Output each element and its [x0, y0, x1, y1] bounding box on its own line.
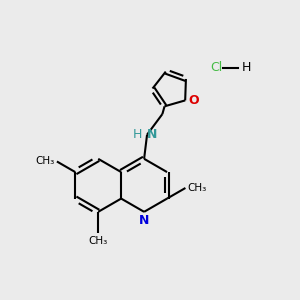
Text: CH₃: CH₃ — [88, 236, 108, 246]
Text: H: H — [133, 128, 142, 141]
Text: O: O — [189, 94, 199, 107]
Text: CH₃: CH₃ — [188, 183, 207, 193]
Text: N: N — [139, 214, 149, 227]
Text: CH₃: CH₃ — [36, 157, 55, 166]
Text: Cl: Cl — [210, 61, 223, 74]
Text: H: H — [241, 61, 251, 74]
Text: N: N — [147, 128, 158, 141]
